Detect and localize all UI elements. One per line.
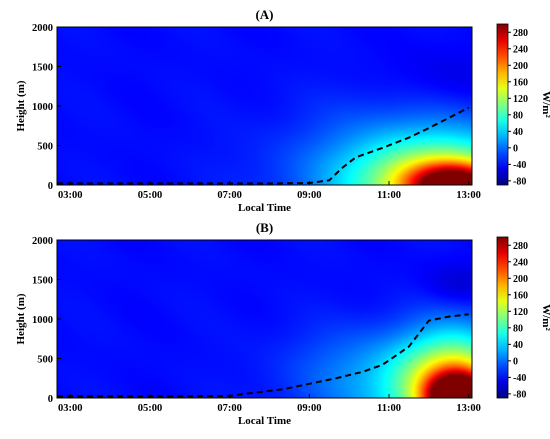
y-axis-label: Height (m) (15, 80, 27, 131)
x-axis-label: Local Time (238, 415, 291, 427)
colorbar (496, 236, 509, 399)
colorbar-tick-label: -40 (513, 160, 526, 171)
x-tick-label: 05:00 (138, 403, 163, 414)
panel-a: (A) 03:00 05:00 07:00 09:00 11:00 13:00 Local T… (15, 7, 550, 214)
x-tick-label: 09:00 (297, 190, 322, 201)
x-tick-label: 07:00 (217, 190, 242, 201)
boundary-layer-line (57, 106, 470, 185)
colorbar-tick-label: 160 (513, 77, 528, 88)
y-tick-label: 2000 (32, 23, 53, 34)
colorbar-tick-label: -80 (513, 389, 526, 400)
x-tick-label: 05:00 (138, 190, 163, 201)
x-tick-label: 03:00 (58, 403, 83, 414)
colorbar-tick-label: 0 (513, 143, 518, 154)
panel-b: (B) 03:00 05:00 07:00 09:00 11:00 13:00 Local T… (15, 220, 550, 427)
colorbar-tick-label: 80 (513, 323, 523, 334)
x-tick-label: 13:00 (456, 190, 481, 201)
colorbar-tick-label: 40 (513, 340, 523, 351)
colorbar-tick-label: 0 (513, 356, 518, 367)
y-axis-label: Height (m) (15, 293, 27, 344)
colorbar-tick-label: 40 (513, 127, 523, 138)
x-axis-label: Local Time (238, 202, 291, 214)
colorbar-tick-label: 120 (513, 307, 528, 318)
boundary-layer-line (56, 313, 469, 398)
colorbar-label: W/m² (540, 91, 550, 118)
colorbar-tick-label: 240 (513, 44, 528, 55)
x-tick-label: 11:00 (377, 403, 401, 414)
x-tick-label: 07:00 (217, 403, 242, 414)
colorbar-tick-label: 280 (513, 28, 528, 39)
y-tick-label: 1500 (32, 276, 53, 287)
colorbar-tick-label: 240 (513, 257, 528, 268)
colorbar-tick-label: 280 (513, 241, 528, 252)
y-tick-label: 1000 (32, 102, 53, 113)
colorbar-label: W/m² (540, 304, 550, 331)
y-tick-label: 0 (48, 394, 53, 405)
heatmap-field (57, 240, 472, 398)
colorbar-tick-label: 200 (513, 274, 528, 285)
colorbar-tick-label: -40 (513, 373, 526, 384)
y-tick-label: 0 (48, 181, 53, 192)
colorbar-tick-label: 120 (513, 94, 528, 105)
colorbar (496, 23, 509, 186)
y-tick-label: 1500 (32, 63, 53, 74)
colorbar-tick-label: 160 (513, 290, 528, 301)
y-tick-label: 500 (37, 142, 53, 153)
x-tick-label: 03:00 (58, 190, 83, 201)
y-tick-label: 1000 (32, 315, 53, 326)
panel-title: (A) (255, 7, 273, 22)
x-tick-label: 11:00 (377, 190, 401, 201)
colorbar-tick-label: 80 (513, 110, 523, 121)
panel-title: (B) (256, 220, 273, 235)
heatmap-field (57, 27, 472, 185)
colorbar-tick-label: -80 (513, 176, 526, 187)
y-tick-label: 500 (37, 355, 53, 366)
x-tick-label: 13:00 (456, 403, 481, 414)
x-tick-label: 09:00 (297, 403, 322, 414)
colorbar-tick-label: 200 (513, 61, 528, 72)
y-tick-label: 2000 (32, 236, 53, 247)
